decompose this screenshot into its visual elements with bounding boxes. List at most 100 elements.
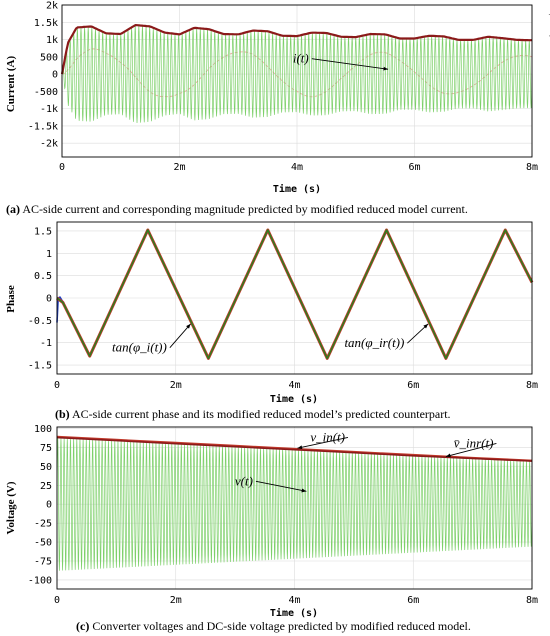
a-y-tick-label: 1.5k [34, 18, 58, 29]
c-annotation-arrowhead [297, 445, 303, 450]
panel-b-phase-chart: 1.5 1 0.5 0 -0.5 -1 -1.5 0 2m 4m 6m 8m Phase Time … [5, 221, 538, 421]
c-y-tick-label: -100 [28, 575, 52, 586]
b-annotation: tan(φ_ir(t)) [344, 323, 429, 350]
c-x-tick-label: 6m [407, 595, 419, 606]
b-plot-area [56, 228, 534, 360]
b-annotations: tan(φ_i(t)) tan(φ_ir(t)) [112, 323, 429, 355]
b-annotation-arrow [407, 323, 429, 344]
a-y-tick-label: -500 [34, 87, 58, 98]
c-y-tick-label: 25 [40, 481, 52, 492]
b-series-phi-i [56, 229, 533, 360]
a-x-axis-label: Time (s) [273, 183, 321, 195]
b-y-tick-label: 0.5 [34, 271, 52, 282]
b-y-tick-label: -1.5 [28, 361, 52, 372]
c-plot-area [56, 435, 533, 571]
caption-a-letter: (a) [6, 202, 20, 216]
a-series-i [61, 25, 533, 124]
c-x-tick-label: 0 [54, 595, 60, 606]
a-x-tick-label: 0 [59, 162, 65, 173]
a-plot-frame [61, 4, 533, 158]
a-annotation-arrowhead [383, 66, 389, 71]
b-plot-frame [56, 221, 533, 375]
c-annotation-arrow [445, 443, 497, 457]
b-x-tick-label: 6m [407, 380, 419, 391]
b-annotation-arrowhead [186, 323, 191, 329]
c-y-tick-label: 0 [46, 500, 52, 511]
a-annotation-label: i(t) [293, 51, 309, 66]
c-y-tick-label: 100 [34, 424, 52, 435]
c-y-tick-label: -75 [34, 556, 52, 567]
b-y-tick-label: 1.5 [34, 226, 52, 237]
a-plot-area [60, 24, 533, 124]
caption-b-letter: (b) [55, 407, 70, 421]
caption-a-text: AC-side current and corresponding magnit… [20, 202, 468, 216]
a-y-tick-label: 2k [46, 1, 58, 12]
c-annotation-arrow [255, 480, 307, 492]
panel-a-current-chart: 2k 1.5k 1k 500 0 -500 -1k -1.5k -2k 0 2m 4m 6m 8m Cu… [5, 1, 550, 216]
c-annotation: v_in(t) [297, 429, 349, 450]
b-annotation-arrow [169, 323, 191, 348]
a-y-tick-label: 0 [52, 70, 58, 81]
a-x-tick-label: 2m [173, 162, 185, 173]
c-y-tick-label: -50 [34, 538, 52, 549]
c-annotation-label: v̄_inr(t) [454, 435, 494, 450]
panel-c-voltage-chart: 100 75 50 25 0 -25 -50 -75 -100 0 2m 4m 6m 8m Voltag… [5, 424, 538, 633]
a-series-imr [60, 24, 532, 75]
c-plot-frame [56, 426, 533, 590]
c-y-tick-label: 75 [40, 443, 52, 454]
c-y-tick-labels: 100 75 50 25 0 -25 -50 -75 -100 [28, 424, 52, 586]
c-annotation-arrow [297, 436, 349, 449]
c-series-v [56, 437, 533, 571]
a-y-tick-label: 1k [46, 35, 58, 46]
c-x-tick-label: 2m [170, 595, 182, 606]
b-y-tick-label: 1 [46, 249, 52, 260]
c-y-tick-label: -25 [34, 519, 52, 530]
caption-c-letter: (c) [76, 619, 89, 633]
c-annotation: v̄_inr(t) [445, 435, 497, 458]
c-annotation-arrowhead [445, 453, 451, 458]
c-annotation-label: v(t) [235, 473, 253, 488]
b-x-axis-label: Time (s) [270, 393, 318, 405]
a-y-tick-label: -2k [40, 139, 58, 150]
c-annotations: v_in(t) v̄_inr(t) v(t) [235, 429, 497, 493]
b-annotation-label: tan(φ_i(t)) [112, 340, 167, 355]
b-y-tick-labels: 1.5 1 0.5 0 -0.5 -1 -1.5 [28, 226, 52, 371]
c-annotation-label: v_in(t) [310, 429, 345, 444]
a-x-tick-labels: 0 2m 4m 6m 8m [59, 162, 538, 173]
c-y-tick-label: 50 [40, 462, 52, 473]
a-annotation: i(t) [293, 51, 389, 71]
c-x-tick-label: 4m [288, 595, 300, 606]
c-annotation: v(t) [235, 473, 307, 493]
b-y-tick-label: 0 [46, 294, 52, 305]
a-y-axis-label: Current (A) [5, 56, 17, 113]
a-x-tick-label: 4m [291, 162, 303, 173]
b-x-tick-label: 0 [54, 380, 60, 391]
c-x-tick-labels: 0 2m 4m 6m 8m [54, 595, 538, 606]
b-x-tick-labels: 0 2m 4m 6m 8m [54, 380, 538, 391]
b-y-axis-label: Phase [5, 285, 17, 313]
b-annotation-label: tan(φ_ir(t)) [344, 335, 404, 350]
a-x-tick-label: 6m [408, 162, 420, 173]
c-x-axis-label: Time (s) [270, 607, 318, 619]
a-y-tick-label: -1.5k [28, 121, 58, 132]
b-y-tick-label: -0.5 [28, 316, 52, 327]
a-x-tick-label: 8m [526, 162, 538, 173]
b-x-tick-label: 8m [526, 380, 538, 391]
c-series-vinr [56, 436, 533, 462]
a-y-tick-labels: 2k 1.5k 1k 500 0 -500 -1k -1.5k -2k [28, 1, 58, 150]
b-x-tick-label: 2m [170, 380, 182, 391]
c-annotation-arrowhead [301, 488, 307, 493]
caption-b: (b) AC-side current phase and its modifi… [55, 407, 451, 421]
caption-a: (a) AC-side current and corresponding ma… [6, 202, 468, 216]
a-y-tick-label: -1k [40, 104, 58, 115]
a-annotation-label: I_Mr(t) [548, 3, 550, 18]
c-y-axis-label: Voltage (V) [5, 481, 17, 534]
caption-c: (c) Converter voltages and DC-side volta… [76, 619, 471, 633]
a-y-tick-label: 500 [40, 52, 58, 63]
b-annotation-arrowhead [423, 323, 429, 329]
b-annotation: tan(φ_i(t)) [112, 323, 191, 355]
c-x-tick-label: 8m [526, 595, 538, 606]
a-annotation-arrow [311, 58, 389, 70]
b-x-tick-label: 4m [288, 380, 300, 391]
b-y-tick-label: -1 [40, 338, 52, 349]
